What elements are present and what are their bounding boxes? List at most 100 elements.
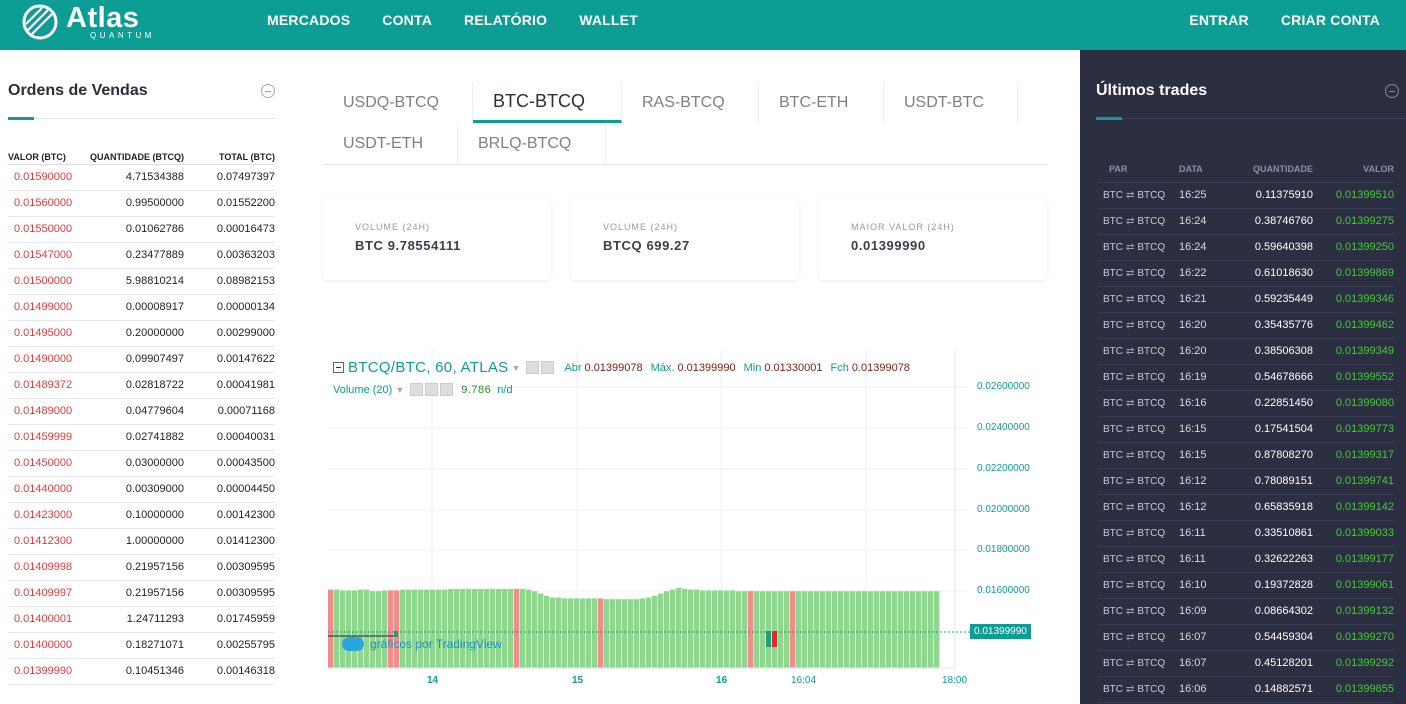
tab-ras-btcq[interactable]: RAS-BTCQ: [622, 82, 759, 123]
order-price: 0.01547000: [8, 242, 80, 269]
table-row[interactable]: 0.01412300 1.00000000 0.01412300: [8, 528, 275, 555]
price-chart[interactable]: BTCQ/BTC, 60, ATLAS ▼ Abr 0.01399078 Máx…: [328, 350, 1046, 695]
settings-icon[interactable]: [425, 383, 439, 396]
nav-mercados[interactable]: MERCADOS: [267, 12, 351, 28]
logo-wordmark: Atlas: [66, 2, 140, 34]
table-row[interactable]: 0.01489000 0.04779604 0.00071168: [8, 398, 275, 425]
order-quantity: 0.03000000: [80, 450, 192, 477]
table-row[interactable]: 0.01409997 0.21957156 0.00309595: [8, 580, 275, 607]
volume-label[interactable]: Volume (20): [333, 383, 393, 396]
close-icon[interactable]: [440, 383, 454, 396]
table-row[interactable]: 0.01400000 0.18271071 0.00255795: [8, 632, 275, 659]
table-row: BTC ⇄ BTCQ 16:22 0.61018630 0.01399869: [1097, 260, 1394, 287]
table-row[interactable]: 0.01423000 0.10000000 0.00142300: [8, 502, 275, 529]
atlas-logo[interactable]: Atlas QUANTUM: [20, 0, 155, 44]
order-total: 0.07497397: [192, 164, 275, 191]
table-row[interactable]: 0.01399990 0.10451346 0.00146318: [8, 658, 275, 685]
trade-time: 16:15: [1179, 416, 1231, 443]
x-tick-label: 15: [572, 675, 584, 686]
volume-bar: [424, 589, 430, 668]
volume-bar: [490, 588, 496, 668]
trade-quantity: 0.17541504: [1231, 416, 1313, 443]
swap-icon: ⇄: [1126, 397, 1135, 409]
column-header[interactable]: QUANTIDADE (BTCQ): [80, 150, 192, 165]
tab-usdt-eth[interactable]: USDT-ETH: [323, 123, 458, 164]
market-tabs: USDQ-BTCQ BTC-BTCQ RAS-BTCQ BTC-ETH USDT…: [323, 82, 1048, 165]
login-link[interactable]: ENTRAR: [1189, 12, 1249, 28]
pair-quote: BTCQ: [1137, 345, 1166, 357]
sell-orders-panel: Ordens de Vendas VALOR (BTC) QUANTIDADE …: [0, 50, 290, 704]
table-row[interactable]: 0.01489372 0.02818722 0.00041981: [8, 372, 275, 399]
trade-time: 16:22: [1179, 260, 1231, 287]
volume-bar: [340, 590, 346, 668]
table-row[interactable]: 0.01590000 4.71534388 0.07497397: [8, 164, 275, 191]
table-row[interactable]: 0.01459999 0.02741882 0.00040031: [8, 424, 275, 451]
volume-bar: [928, 591, 934, 668]
table-row[interactable]: 0.01547000 0.23477889 0.00363203: [8, 242, 275, 269]
collapse-legend-icon[interactable]: [333, 362, 344, 373]
table-row[interactable]: 0.01550000 0.01062786 0.00016473: [8, 216, 275, 243]
trade-pair: BTC ⇄ BTCQ: [1097, 494, 1179, 521]
tradingview-branding[interactable]: gráficos por TradingView: [342, 637, 502, 651]
table-row[interactable]: 0.01440000 0.00309000 0.00004450: [8, 476, 275, 503]
trade-quantity: 0.59640398: [1231, 234, 1313, 261]
order-price: 0.01489000: [8, 398, 80, 425]
order-price: 0.01440000: [8, 476, 80, 503]
table-row[interactable]: 0.01560000 0.99500000 0.01552200: [8, 190, 275, 217]
table-row: BTC ⇄ BTCQ 16:24 0.59640398 0.01399250: [1097, 234, 1394, 261]
table-row[interactable]: 0.01499000 0.00008917 0.00000134: [8, 294, 275, 321]
table-row[interactable]: 0.01450000 0.03000000 0.00043500: [8, 450, 275, 477]
order-quantity: 0.02741882: [80, 424, 192, 451]
nav-relatorio[interactable]: RELATÓRIO: [464, 12, 548, 28]
trade-time: 16:21: [1179, 286, 1231, 313]
volume-bar: [838, 591, 844, 668]
tab-btc-btcq[interactable]: BTC-BTCQ: [473, 82, 622, 123]
volume-bar: [394, 590, 400, 668]
collapse-icon[interactable]: [1385, 84, 1399, 98]
trade-pair: BTC ⇄ BTCQ: [1097, 676, 1179, 703]
nav-conta[interactable]: CONTA: [382, 12, 433, 28]
trade-quantity: 0.33510861: [1231, 520, 1313, 547]
volume-bar: [808, 591, 814, 668]
tab-usdt-btc[interactable]: USDT-BTC: [884, 82, 1018, 123]
swap-icon: ⇄: [1126, 553, 1135, 565]
eye-icon[interactable]: [526, 361, 540, 374]
volume-bar: [676, 588, 682, 668]
eye-icon[interactable]: [410, 383, 424, 396]
volume-bar: [700, 590, 706, 668]
trade-pair: BTC ⇄ BTCQ: [1097, 624, 1179, 651]
table-row: BTC ⇄ BTCQ 16:15 0.17541504 0.01399773: [1097, 416, 1394, 443]
order-total: 0.00041981: [192, 372, 275, 399]
trade-time: 16:16: [1179, 390, 1231, 417]
chart-symbol[interactable]: BTCQ/BTC, 60, ATLAS: [348, 359, 509, 376]
volume-bar: [430, 589, 436, 668]
trade-value: 0.01399462: [1313, 312, 1394, 339]
column-header[interactable]: TOTAL (BTC): [192, 150, 275, 165]
volume-bar: [646, 597, 652, 668]
volume-bar: [820, 591, 826, 668]
collapse-icon[interactable]: [261, 84, 275, 98]
order-total: 0.00043500: [192, 450, 275, 477]
table-row[interactable]: 0.01400001 1.24711293 0.01745959: [8, 606, 275, 633]
table-row[interactable]: 0.01490000 0.09907497 0.00147622: [8, 346, 275, 373]
table-row[interactable]: 0.01409998 0.21957156 0.00309595: [8, 554, 275, 581]
trade-quantity: 0.11375910: [1231, 182, 1313, 209]
chevron-down-icon[interactable]: ▼: [395, 384, 405, 395]
chevron-down-icon[interactable]: ▼: [511, 362, 521, 373]
column-header[interactable]: VALOR (BTC): [8, 150, 80, 165]
trade-value: 0.01399773: [1313, 416, 1394, 443]
table-row[interactable]: 0.01500000 5.98810214 0.08982153: [8, 268, 275, 295]
tab-usdq-btcq[interactable]: USDQ-BTCQ: [323, 82, 473, 123]
volume-bar: [898, 591, 904, 668]
signup-link[interactable]: CRIAR CONTA: [1280, 12, 1380, 28]
swap-icon: ⇄: [1126, 215, 1135, 227]
table-row[interactable]: 0.01495000 0.20000000 0.00299000: [8, 320, 275, 347]
pair-base: BTC: [1103, 371, 1123, 383]
volume-bar: [334, 589, 340, 668]
tab-brlq-btcq[interactable]: BRLQ-BTCQ: [458, 123, 606, 164]
tab-btc-eth[interactable]: BTC-ETH: [759, 82, 884, 123]
nav-wallet[interactable]: WALLET: [579, 12, 638, 28]
chart-canvas[interactable]: [328, 350, 1046, 695]
settings-icon[interactable]: [541, 361, 555, 374]
title-underline: [1096, 117, 1122, 120]
